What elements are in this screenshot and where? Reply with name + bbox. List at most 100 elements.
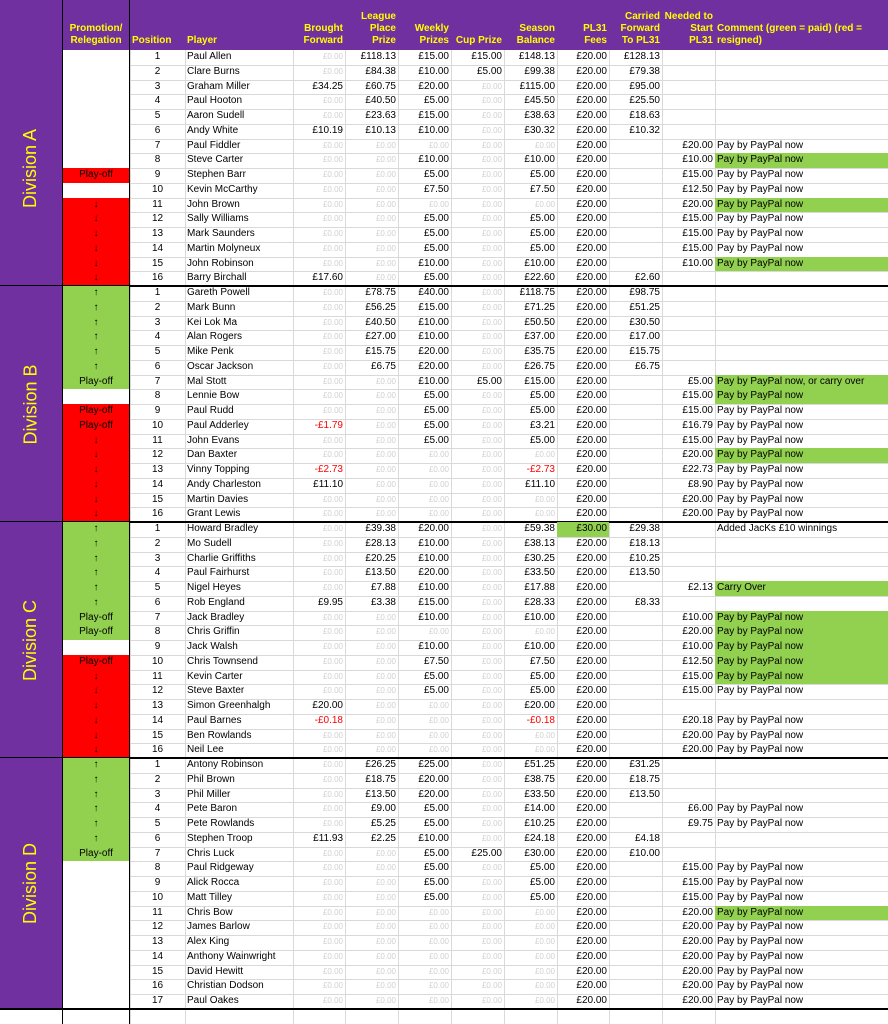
comment-cell[interactable]: Pay by PayPal now: [715, 625, 888, 640]
arrow-up-icon[interactable]: ↑: [62, 551, 130, 567]
league-prize-cell[interactable]: £0.00: [375, 435, 396, 445]
weekly-prize-cell[interactable]: £20.00: [418, 80, 449, 92]
carried-forward-cell[interactable]: £10.25: [629, 552, 660, 564]
position-cell[interactable]: 3: [154, 80, 161, 92]
promotion-cell[interactable]: [62, 50, 130, 65]
player-cell[interactable]: Graham Miller: [187, 80, 250, 92]
season-balance-cell[interactable]: £38.75: [524, 773, 555, 785]
needed-cell[interactable]: [662, 832, 715, 847]
arrow-up-icon[interactable]: ↑: [62, 802, 130, 817]
player-cell[interactable]: Antony Robinson: [187, 759, 264, 770]
player-cell[interactable]: Paul Ridgeway: [187, 862, 254, 874]
position-cell[interactable]: 1: [154, 759, 161, 770]
player-cell[interactable]: Andy White: [187, 124, 239, 136]
comment-cell[interactable]: [715, 360, 888, 375]
cup-prize-cell[interactable]: £0.00: [481, 981, 502, 991]
pl31-fees-cell[interactable]: £20.00: [576, 110, 607, 121]
cup-prize-cell[interactable]: £0.00: [481, 774, 502, 784]
weekly-prize-cell[interactable]: £10.00: [418, 65, 449, 77]
player-cell[interactable]: Paul Rudd: [187, 405, 234, 416]
player-cell[interactable]: Lennie Bow: [187, 390, 240, 402]
needed-cell[interactable]: £20.00: [682, 906, 713, 918]
league-prize-cell[interactable]: £0.00: [375, 642, 396, 651]
league-prize-cell[interactable]: £0.00: [375, 863, 396, 873]
needed-cell[interactable]: [662, 522, 715, 537]
cup-prize-cell[interactable]: £0.00: [481, 819, 502, 828]
carried-forward-cell[interactable]: £18.75: [629, 773, 660, 785]
weekly-prize-cell[interactable]: £0.00: [428, 745, 449, 755]
carried-forward-cell[interactable]: £79.38: [629, 65, 660, 77]
carried-forward-cell[interactable]: [609, 611, 662, 626]
league-prize-cell[interactable]: £0.00: [375, 214, 396, 224]
pl31-fees-cell[interactable]: £20.00: [576, 213, 607, 225]
weekly-prize-cell[interactable]: £40.00: [418, 287, 449, 298]
position-cell[interactable]: 4: [154, 803, 161, 815]
header-player[interactable]: Player: [185, 0, 293, 50]
carried-forward-cell[interactable]: [609, 979, 662, 994]
position-cell[interactable]: 7: [154, 847, 161, 859]
weekly-prize-cell[interactable]: £5.00: [423, 685, 449, 697]
needed-cell[interactable]: £10.00: [682, 611, 713, 623]
comment-cell[interactable]: Pay by PayPal now: [717, 803, 804, 815]
carried-forward-cell[interactable]: £98.75: [629, 287, 660, 298]
cup-prize-cell[interactable]: £0.00: [481, 243, 502, 253]
arrow-up-icon[interactable]: ↑: [62, 359, 130, 375]
league-prize-cell[interactable]: £0.00: [375, 612, 396, 622]
season-balance-cell[interactable]: £0.00: [534, 627, 555, 637]
cup-prize-cell[interactable]: £5.00: [476, 65, 502, 77]
league-prize-cell[interactable]: £0.00: [375, 892, 396, 902]
position-cell[interactable]: 16: [151, 980, 164, 992]
comment-cell[interactable]: [715, 832, 888, 847]
arrow-down-icon[interactable]: ↓: [62, 699, 130, 714]
needed-cell[interactable]: [662, 271, 715, 286]
needed-cell[interactable]: [662, 773, 715, 788]
brought-forward-cell[interactable]: £0.00: [322, 524, 343, 533]
player-cell[interactable]: Grant Lewis: [187, 508, 241, 520]
brought-forward-cell[interactable]: £0.00: [322, 966, 343, 976]
carried-forward-cell[interactable]: [609, 994, 662, 1009]
pl31-fees-cell[interactable]: £20.00: [576, 670, 607, 682]
league-prize-cell[interactable]: £0.00: [375, 671, 396, 681]
weekly-prize-cell[interactable]: £10.00: [418, 375, 449, 387]
pl31-fees-cell[interactable]: £30.00: [557, 522, 609, 537]
needed-cell[interactable]: £20.00: [682, 995, 713, 1006]
league-prize-cell[interactable]: £0.00: [375, 479, 396, 489]
cup-prize-cell[interactable]: £0.00: [481, 568, 502, 578]
player-cell[interactable]: Vinny Topping: [187, 464, 250, 475]
pl31-fees-cell[interactable]: £20.00: [576, 965, 607, 977]
league-prize-cell[interactable]: £78.75: [365, 287, 396, 298]
brought-forward-cell[interactable]: £0.00: [322, 848, 343, 858]
arrow-up-icon[interactable]: ↑: [62, 536, 130, 552]
position-cell[interactable]: 9: [154, 877, 161, 888]
brought-forward-cell[interactable]: £0.00: [322, 406, 343, 415]
comment-cell[interactable]: Pay by PayPal now: [715, 448, 888, 463]
player-cell[interactable]: Anthony Wainwright: [187, 950, 276, 962]
carried-forward-cell[interactable]: [609, 168, 662, 183]
carried-forward-cell[interactable]: [609, 891, 662, 906]
pl31-fees-cell[interactable]: £20.00: [576, 714, 607, 726]
season-balance-cell[interactable]: £5.00: [529, 169, 555, 180]
cup-prize-cell[interactable]: £0.00: [481, 111, 502, 120]
weekly-prize-cell[interactable]: £0.00: [428, 479, 449, 489]
carried-forward-cell[interactable]: £128.13: [623, 51, 660, 62]
brought-forward-cell[interactable]: £0.00: [322, 863, 343, 873]
position-cell[interactable]: 3: [154, 552, 161, 564]
promotion-cell[interactable]: [62, 65, 130, 80]
position-cell[interactable]: 16: [151, 744, 164, 756]
league-prize-cell[interactable]: £0.00: [375, 907, 396, 917]
cup-prize-cell[interactable]: £0.00: [481, 597, 502, 607]
comment-cell[interactable]: Pay by PayPal now: [715, 610, 888, 626]
comment-cell[interactable]: Carry Over: [715, 581, 888, 596]
promotion-cell[interactable]: [62, 139, 130, 154]
position-cell[interactable]: 6: [154, 124, 161, 136]
comment-cell[interactable]: [715, 94, 888, 109]
comment-cell[interactable]: Pay by PayPal now: [717, 228, 804, 239]
arrow-down-icon[interactable]: ↓: [62, 271, 130, 286]
player-cell[interactable]: Rob England: [187, 596, 245, 608]
season-balance-cell[interactable]: £0.00: [534, 981, 555, 991]
player-cell[interactable]: Chris Bow: [187, 906, 233, 918]
promotion-cell[interactable]: [62, 183, 130, 198]
needed-cell[interactable]: £22.73: [682, 464, 713, 475]
pl31-fees-cell[interactable]: £20.00: [576, 301, 607, 313]
cup-prize-cell[interactable]: £0.00: [481, 273, 502, 283]
